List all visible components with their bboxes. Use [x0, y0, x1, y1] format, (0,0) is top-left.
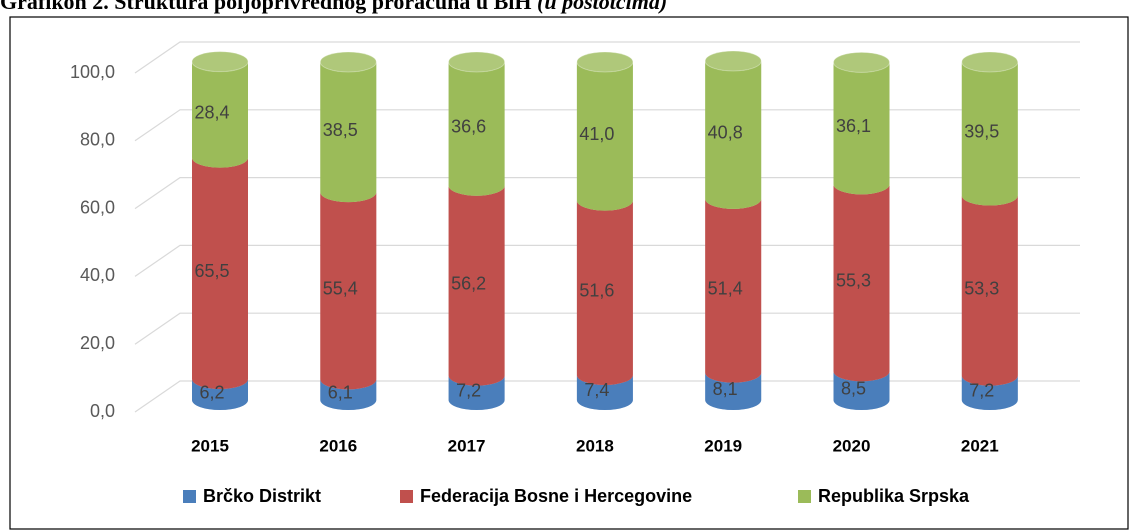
value-label: 6,2 [199, 382, 224, 402]
x-tick-label: 2019 [704, 436, 742, 455]
legend-swatch [183, 490, 196, 503]
cylinder-shade [192, 157, 249, 390]
cylinder-shade [192, 61, 249, 168]
value-label: 40,8 [708, 123, 743, 143]
cylinder-shade [705, 372, 762, 410]
cylinder-top [576, 51, 634, 73]
value-label: 38,5 [323, 120, 358, 140]
cylinder-top [319, 51, 377, 73]
y-tick-label: 80,0 [80, 130, 115, 150]
grid-line [134, 380, 1080, 413]
x-tick-label: 2016 [319, 436, 357, 455]
grid-line [134, 177, 1080, 210]
value-label: 51,4 [708, 279, 743, 299]
value-label: 53,3 [964, 278, 999, 298]
value-label: 7,2 [969, 381, 994, 401]
value-label: 8,5 [841, 378, 866, 398]
y-tick-label: 20,0 [80, 333, 115, 353]
grid-line [134, 41, 1080, 74]
value-label: 56,2 [451, 273, 486, 293]
value-label: 28,4 [194, 102, 229, 122]
cylinder-shade [576, 62, 633, 211]
cylinder-shade [833, 371, 890, 410]
legend-label: Federacija Bosne i Hercegovine [420, 486, 692, 506]
title: Grafikon 2. Struktura poljoprivrednog pr… [0, 0, 532, 14]
cylinder-top-shine [320, 52, 377, 72]
value-label: 39,5 [964, 122, 999, 142]
cylinder-shade [448, 185, 505, 386]
legend-swatch [798, 490, 811, 503]
cylinder-shade [320, 192, 377, 390]
cylinder-top-shine [576, 52, 633, 72]
x-tick-label: 2017 [448, 436, 486, 455]
legend-swatch [400, 490, 413, 503]
cylinder-top-shine [833, 52, 890, 73]
cylinder-shade [192, 379, 248, 410]
value-label: 55,4 [323, 279, 358, 299]
value-label: 51,6 [579, 281, 614, 301]
cylinder-shade [320, 62, 377, 203]
value-label: 55,3 [836, 271, 871, 291]
cylinder-shade [705, 198, 762, 383]
subtitle: (u postotcima) [537, 0, 667, 14]
cylinder-top [704, 50, 762, 72]
cylinder-top [191, 51, 249, 73]
cylinder-shade [833, 184, 890, 382]
cylinder-shade [320, 379, 377, 410]
grid-line [134, 109, 1080, 142]
cylinder-shade [448, 62, 505, 196]
x-tick-label: 2015 [191, 436, 229, 455]
cylinder-shade [961, 195, 1018, 386]
cylinder-shade [576, 200, 633, 385]
cylinder-shade [961, 375, 1018, 410]
y-tick-label: 0,0 [90, 401, 115, 421]
x-tick-label: 2020 [833, 436, 871, 455]
x-tick-label: 2021 [961, 436, 999, 455]
legend-label: Republika Srpska [818, 486, 970, 506]
value-label: 7,4 [584, 380, 609, 400]
value-label: 7,2 [456, 381, 481, 401]
cylinder-shade [576, 374, 633, 410]
cylinder-shade [833, 62, 890, 195]
y-tick-label: 40,0 [80, 265, 115, 285]
cylinder-top [833, 51, 890, 73]
x-tick-label: 2018 [576, 436, 614, 455]
cylinder-top [961, 51, 1019, 73]
chart-title: Grafikon 2. Struktura poljoprivrednog pr… [0, 0, 667, 14]
chart-frame [9, 16, 1129, 530]
value-label: 41,0 [579, 124, 614, 144]
value-label: 8,1 [713, 379, 738, 399]
y-tick-label: 100,0 [70, 62, 115, 82]
grid-line [134, 244, 1080, 277]
cylinder-top-shine [448, 52, 505, 72]
legend-label: Brčko Distrikt [203, 486, 321, 506]
cylinder-top [448, 51, 506, 73]
cylinder-top-shine [192, 51, 248, 72]
value-label: 65,5 [194, 261, 229, 281]
cylinder-top-shine [961, 52, 1018, 72]
cylinder-top-shine [705, 50, 762, 71]
cylinder-shade [448, 375, 505, 410]
value-label: 6,1 [328, 382, 353, 402]
cylinder-shade [705, 60, 762, 209]
y-tick-label: 60,0 [80, 197, 115, 217]
value-label: 36,1 [836, 116, 871, 136]
value-label: 36,6 [451, 117, 486, 137]
cylinder-shade [961, 62, 1018, 206]
grid-line [134, 312, 1080, 345]
